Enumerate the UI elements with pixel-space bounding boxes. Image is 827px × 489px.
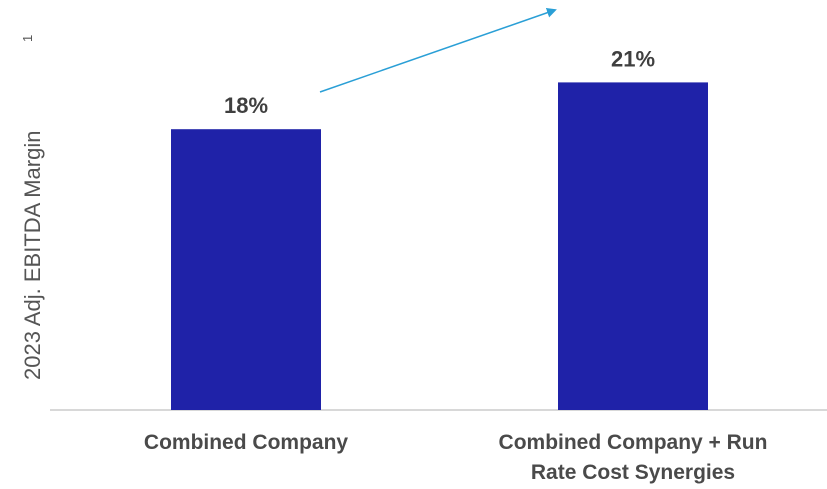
category-label-2-line-1: Combined Company + Run [499, 431, 768, 454]
y-axis-label-group: 2023 Adj. EBITDA Margin 1 [20, 35, 45, 380]
bars-group [171, 82, 708, 411]
data-label-1: 18% [224, 93, 268, 118]
category-labels-group: Combined Company Combined Company + Run Ra… [144, 431, 768, 484]
bar-2 [558, 82, 708, 411]
y-axis-label: 2023 Adj. EBITDA Margin [20, 131, 45, 380]
data-label-2: 21% [611, 46, 655, 71]
category-label-2-line-2: Rate Cost Synergies [531, 461, 735, 484]
y-axis-label-superscript: 1 [20, 35, 35, 42]
trend-arrow [319, 7, 557, 93]
bar-1 [171, 129, 321, 410]
category-label-1-line-1: Combined Company [144, 431, 348, 454]
data-labels-group: 18% 21% [224, 46, 655, 118]
